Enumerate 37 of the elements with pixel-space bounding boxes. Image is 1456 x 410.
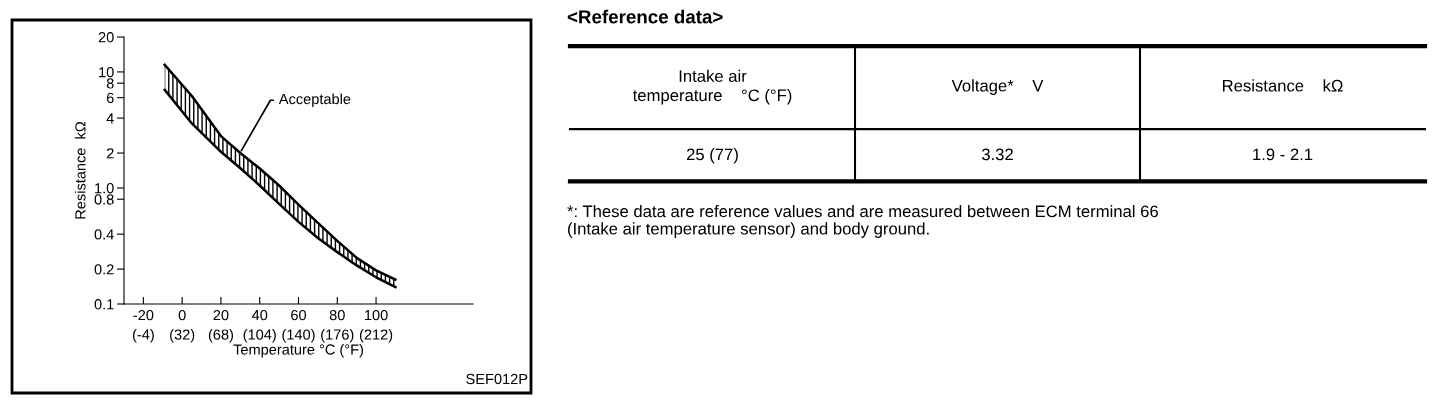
y-tick-label: 0.4 <box>94 229 114 240</box>
annotation: Acceptable <box>278 93 351 108</box>
x2-tick-label: (-4) <box>132 329 154 343</box>
y-tick-label: 0.1 <box>94 299 114 310</box>
x2-tick-label: (104) <box>243 329 276 343</box>
x-tick-label: 20 <box>213 309 229 321</box>
y-tick-label: 0.2 <box>94 264 114 275</box>
x-tick-label: 40 <box>251 309 268 321</box>
text: Voltage* V <box>951 79 1044 95</box>
x2-tick-label: (32) <box>170 329 195 343</box>
x2-tick-label: (176) <box>321 329 354 343</box>
y-tick-label: 4 <box>106 113 114 124</box>
x-tick-label: -20 <box>133 309 154 321</box>
y-tick-label: 6 <box>106 92 114 104</box>
text: 3.32 <box>981 148 1013 161</box>
text: <Reference data> <box>567 9 723 24</box>
x-tick-label: 100 <box>365 309 388 321</box>
y-axis-title: Resistance kΩ <box>74 121 86 219</box>
y-tick-label: 20 <box>98 32 114 43</box>
text: Resistance kΩ <box>1222 79 1343 92</box>
x-tick-label: 80 <box>329 309 345 321</box>
y-tick-label: 1.0 <box>95 183 114 194</box>
y-tick-label: 8 <box>106 78 114 89</box>
text: Intake air temperature °C (°F) <box>632 69 792 105</box>
y-tick-label: 10 <box>99 67 114 78</box>
text: SEF012P <box>466 373 528 385</box>
text: 25 (77) <box>686 148 738 164</box>
x2-tick-label: (140) <box>282 329 315 343</box>
x2-tick-label: (212) <box>359 329 393 343</box>
y-tick-label: 2 <box>106 148 114 159</box>
text: 1.9 - 2.1 <box>1253 148 1313 161</box>
x-axis-title: Temperature °C (°F) <box>233 343 363 358</box>
y-tick-label: 0.8 <box>94 194 114 205</box>
x2-tick-label: (68) <box>208 329 234 343</box>
x-tick-label: 0 <box>178 309 186 321</box>
x-tick-label: 60 <box>291 309 307 321</box>
text: *: These data are reference values and are measured between ECM terminal 66 (Intake air temperature sensor) and body ground. <box>567 205 1158 238</box>
